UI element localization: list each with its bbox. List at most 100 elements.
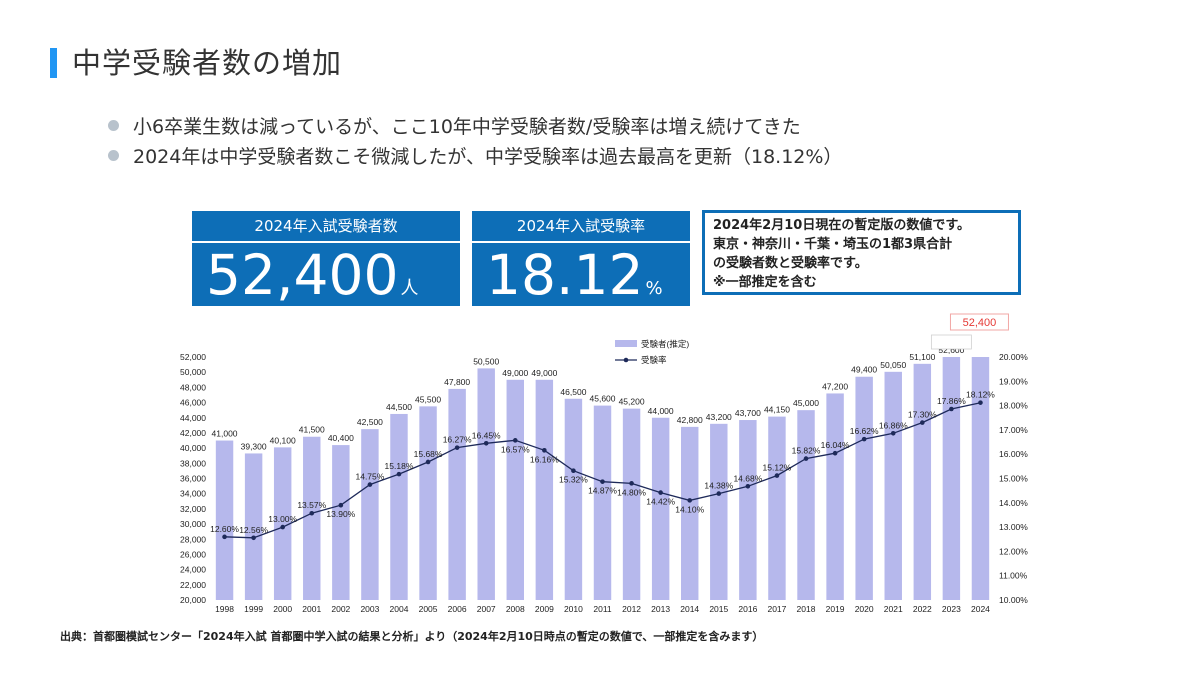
x-tick-label: 2019 (826, 604, 845, 614)
rate-stat-value-row: 18.12% (486, 245, 663, 319)
bar-value-label: 49,000 (502, 368, 528, 378)
x-tick-label: 2017 (767, 604, 786, 614)
x-tick-label: 2004 (390, 604, 409, 614)
legend-line-label: 受験率 (641, 355, 667, 365)
y-left-tick-label: 40,000 (180, 443, 206, 453)
rate-point (745, 483, 751, 489)
bar (564, 398, 583, 600)
rate-point (222, 534, 227, 540)
y-left-tick-label: 34,000 (180, 489, 206, 499)
rate-value-label: 15.68% (414, 449, 443, 459)
x-tick-label: 2024 (971, 604, 990, 614)
bar-value-label: 45,500 (415, 394, 441, 404)
rate-value-label: 16.27% (443, 435, 472, 445)
y-right-tick-label: 17.00% (999, 425, 1028, 435)
bar (593, 405, 612, 600)
legend-bar-swatch (615, 340, 637, 347)
bar (215, 440, 234, 600)
bar-value-label: 41,000 (212, 429, 238, 439)
bar (535, 379, 554, 600)
bar-value-label: 52,600 (938, 345, 964, 355)
rate-point (396, 471, 402, 477)
bar-value-label: 50,050 (880, 360, 906, 370)
y-left-tick-label: 24,000 (180, 565, 206, 575)
bar-value-label: 49,000 (531, 368, 557, 378)
note-line: の受験者数と受験率です。 (713, 256, 868, 271)
y-right-tick-label: 20.00% (999, 352, 1028, 362)
rate-value-label: 13.57% (297, 500, 326, 510)
bar-value-label: 42,800 (677, 415, 703, 425)
x-tick-label: 2006 (448, 604, 467, 614)
bar (971, 357, 990, 600)
bar (739, 420, 757, 600)
bullet-dot-icon (108, 149, 119, 161)
bar-value-label: 42,500 (357, 417, 383, 427)
bar-value-label: 43,700 (735, 408, 761, 418)
bar (942, 357, 961, 600)
rate-value-label: 14.10% (675, 504, 704, 514)
rate-value-label: 17.86% (937, 396, 966, 406)
x-tick-label: 2012 (622, 604, 641, 614)
rate-value-label: 15.82% (792, 446, 821, 456)
rate-value-label: 14.38% (704, 481, 733, 491)
rate-value-label: 14.80% (617, 487, 646, 497)
x-tick-label: 2011 (593, 604, 612, 614)
x-tick-label: 2021 (884, 604, 903, 614)
rate-point (658, 490, 663, 495)
rate-value-label: 14.42% (646, 497, 675, 507)
bar-value-label: 43,200 (706, 412, 732, 422)
rate-stat-unit: % (645, 278, 663, 299)
bar-value-label: 46,500 (560, 387, 586, 397)
rate-point (338, 502, 344, 508)
rate-value-label: 12.60% (210, 524, 239, 534)
bar-value-label: 40,400 (328, 433, 354, 443)
examinees-stat-box: 2024年入試受験者数 52,400 人 (192, 211, 460, 306)
rate-value-label: 12.56% (239, 525, 268, 535)
y-left-tick-label: 42,000 (180, 428, 206, 438)
rate-point (629, 481, 634, 486)
rate-stat-box: 2024年入試受験率 18.12% (472, 211, 690, 306)
x-tick-label: 2016 (738, 604, 757, 614)
examinees-stat-unit: 人 (400, 278, 419, 299)
y-right-tick-label: 10.00% (999, 595, 1028, 605)
bar (826, 393, 844, 600)
rate-point (803, 456, 809, 461)
x-tick-label: 2003 (360, 604, 379, 614)
bar-value-label: 45,600 (590, 394, 616, 404)
x-tick-label: 2010 (564, 604, 583, 614)
y-left-tick-label: 28,000 (180, 534, 206, 544)
y-left-tick-label: 48,000 (180, 382, 206, 392)
rate-point (687, 498, 693, 503)
highlight-label-box (949, 313, 1009, 331)
x-tick-label: 2023 (942, 604, 961, 614)
bar (681, 426, 699, 600)
rate-value-label: 16.16% (530, 454, 559, 464)
page-title: 中学受験者数の増加 (72, 46, 343, 80)
rate-point (716, 491, 722, 496)
bar-value-label: 47,800 (444, 377, 470, 387)
x-tick-label: 2007 (477, 604, 496, 614)
y-right-tick-label: 19.00% (999, 376, 1028, 386)
bar (506, 379, 524, 600)
rate-point (861, 436, 867, 442)
rate-point (600, 479, 605, 484)
rate-value-label: 16.62% (850, 426, 879, 436)
x-tick-label: 2013 (651, 604, 670, 614)
x-tick-label: 2009 (535, 604, 554, 614)
y-right-tick-label: 18.00% (999, 401, 1028, 411)
rate-point (571, 468, 576, 474)
bullet-dot-icon (108, 119, 119, 131)
rate-point (483, 440, 489, 446)
x-tick-label: 2018 (797, 604, 816, 614)
y-left-tick-label: 38,000 (180, 458, 206, 468)
y-right-tick-label: 13.00% (999, 522, 1028, 532)
bar-value-label: 39,300 (241, 441, 267, 451)
bar-value-label: 44,000 (648, 406, 674, 416)
x-tick-label: 2022 (913, 604, 932, 614)
rate-point (425, 459, 431, 465)
bullet-text: 小6卒業生数は減っているが、ここ10年中学受験者数/受験率は増え続けてきた (133, 115, 801, 138)
rate-point (890, 431, 896, 436)
rate-point (454, 445, 460, 450)
rate-point (774, 473, 780, 478)
y-right-tick-label: 15.00% (999, 474, 1028, 484)
